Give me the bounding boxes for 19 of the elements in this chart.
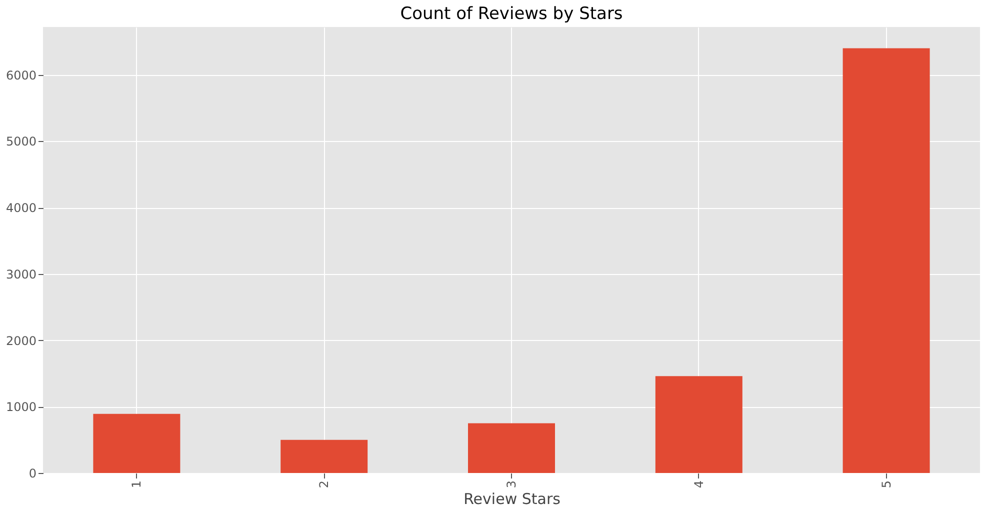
x-axis-title: Review Stars xyxy=(464,490,561,508)
bar xyxy=(842,48,930,473)
chart-title: Count of Reviews by Stars xyxy=(400,4,623,24)
bar xyxy=(468,423,555,473)
x-tick-label: 2 xyxy=(317,480,332,488)
x-tick-label: 4 xyxy=(692,480,706,488)
bar xyxy=(280,440,368,473)
x-tick-label: 1 xyxy=(130,480,144,488)
y-tick-label: 6000 xyxy=(6,68,36,82)
y-tick-label: 5000 xyxy=(6,134,36,149)
y-tick-label: 4000 xyxy=(6,201,36,216)
y-tick-label: 1000 xyxy=(6,400,36,414)
y-tick-label: 3000 xyxy=(6,267,36,282)
y-tick-label: 2000 xyxy=(6,334,36,348)
bar xyxy=(655,376,742,473)
y-tick-label: 0 xyxy=(28,466,36,480)
bar xyxy=(93,414,180,473)
x-tick-label: 3 xyxy=(504,480,518,488)
x-tick-label: 5 xyxy=(879,480,894,488)
